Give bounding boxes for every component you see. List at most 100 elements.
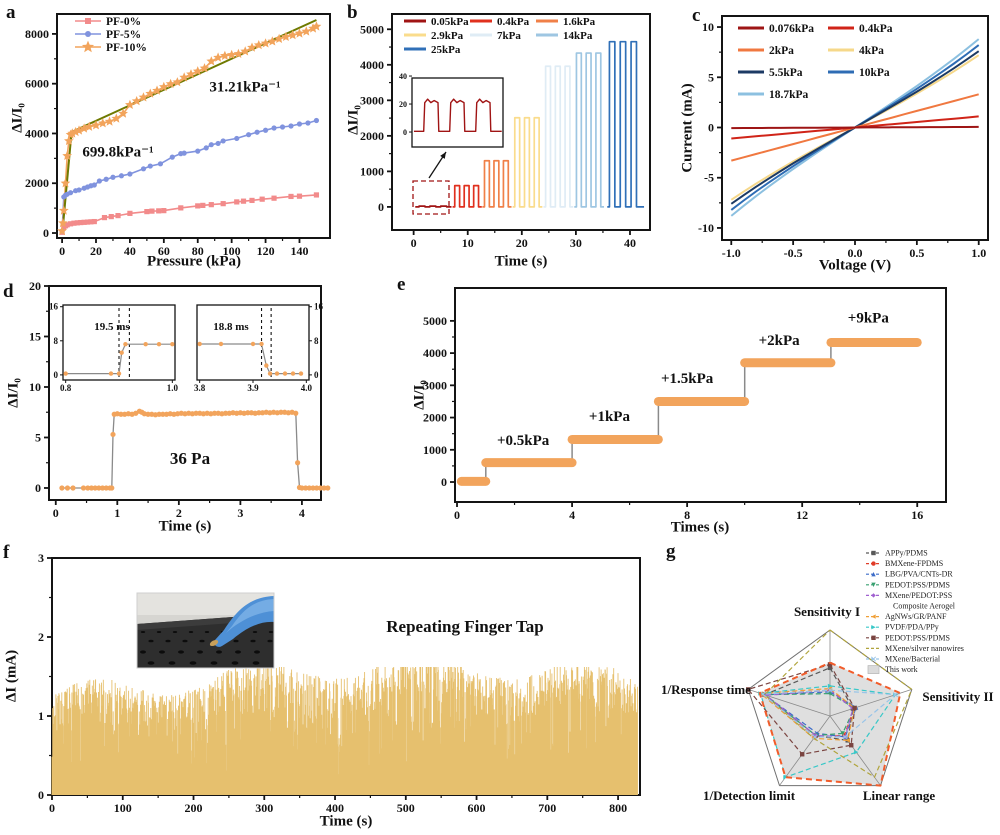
svg-text:0: 0 [708, 120, 714, 134]
svg-text:0: 0 [454, 508, 460, 522]
svg-text:200: 200 [185, 801, 203, 815]
svg-text:8: 8 [54, 336, 59, 346]
panel-d-xlabel: Time (s) [158, 518, 212, 535]
svg-text:0.05kPa: 0.05kPa [431, 16, 469, 28]
svg-text:PVDF/PDA/PPy: PVDF/PDA/PPy [885, 623, 939, 632]
svg-text:AgNWs/GR/PANF: AgNWs/GR/PANF [885, 612, 947, 621]
svg-text:8: 8 [314, 336, 319, 346]
svg-text:0.8: 0.8 [60, 383, 72, 393]
svg-text:3.8: 3.8 [194, 383, 206, 393]
svg-text:18.7kPa: 18.7kPa [769, 89, 809, 101]
svg-text:3000: 3000 [423, 378, 447, 392]
panel-b-ylabel: ΔI/I₀ [345, 105, 362, 135]
panel-d-ylabel: ΔI/I₀ [5, 378, 22, 408]
svg-text:10: 10 [462, 236, 474, 250]
svg-text:0.0: 0.0 [848, 246, 863, 260]
svg-text:80: 80 [192, 244, 204, 258]
svg-text:0: 0 [49, 801, 55, 815]
svg-text:PEDOT:PSS/PDMS: PEDOT:PSS/PDMS [885, 580, 950, 589]
svg-text:700: 700 [538, 801, 556, 815]
svg-text:0: 0 [441, 475, 447, 489]
svg-text:120: 120 [257, 244, 275, 258]
svg-text:0: 0 [378, 200, 384, 214]
svg-text:1000: 1000 [360, 164, 384, 178]
svg-text:100: 100 [223, 244, 241, 258]
svg-text:40: 40 [399, 72, 407, 81]
svg-text:0: 0 [53, 506, 59, 520]
svg-text:PF-0%: PF-0% [106, 16, 141, 28]
panel-f-ylabel: ΔI (mA) [3, 649, 20, 703]
svg-text:4: 4 [569, 508, 575, 522]
svg-text:4: 4 [299, 506, 305, 520]
svg-text:APPy/PDMS: APPy/PDMS [885, 549, 928, 558]
panel-a-xlabel: Pressure (kPa) [146, 253, 242, 270]
svg-text:4000: 4000 [423, 346, 447, 360]
svg-text:MXene/PEDOT:PSS: MXene/PEDOT:PSS [885, 591, 952, 600]
svg-text:8000: 8000 [25, 27, 49, 41]
svg-text:MXene/silver nanowires: MXene/silver nanowires [885, 644, 964, 653]
svg-text:0: 0 [411, 236, 417, 250]
panel-g-letter: g [666, 541, 676, 562]
svg-text:-10: -10 [698, 221, 714, 235]
svg-text:100: 100 [114, 801, 132, 815]
svg-text:5: 5 [35, 430, 41, 444]
svg-text:1.6kPa: 1.6kPa [563, 16, 596, 28]
svg-text:3.9: 3.9 [247, 383, 259, 393]
svg-text:LBG/PVA/CNTs-DR: LBG/PVA/CNTs-DR [885, 570, 953, 579]
svg-text:1: 1 [38, 709, 44, 723]
svg-text:1.0: 1.0 [971, 246, 986, 260]
svg-text:3: 3 [237, 506, 243, 520]
radar-axis-linear-range: Linear range [862, 788, 936, 803]
svg-text:8: 8 [684, 508, 690, 522]
panel-e-letter: e [397, 274, 406, 295]
svg-text:-0.5: -0.5 [784, 246, 803, 260]
svg-text:20: 20 [399, 100, 407, 109]
svg-text:PF-5%: PF-5% [106, 29, 141, 41]
svg-text:0: 0 [43, 226, 49, 240]
svg-text:2: 2 [176, 506, 182, 520]
svg-text:2.9kPa: 2.9kPa [431, 30, 464, 42]
svg-text:40: 40 [624, 236, 636, 250]
svg-text:0.4kPa: 0.4kPa [859, 23, 893, 35]
svg-text:140: 140 [290, 244, 308, 258]
radar-axis-sensitivity-2: Sensitivity II [922, 689, 994, 704]
panel-e-xlabel: Times (s) [670, 519, 730, 536]
svg-text:600: 600 [468, 801, 486, 815]
svg-text:+0.5kPa: +0.5kPa [497, 433, 550, 449]
svg-text:3: 3 [38, 551, 44, 565]
svg-text:0: 0 [38, 788, 44, 802]
svg-text:PF-10%: PF-10% [106, 42, 147, 54]
panel-b-letter: b [347, 2, 358, 23]
svg-text:1.0: 1.0 [167, 383, 179, 393]
svg-text:16: 16 [49, 302, 59, 312]
svg-text:40: 40 [124, 244, 136, 258]
svg-text:5: 5 [708, 70, 714, 84]
svg-text:4kPa: 4kPa [859, 45, 884, 57]
svg-text:+1kPa: +1kPa [589, 409, 631, 425]
svg-text:10: 10 [29, 380, 41, 394]
svg-text:BMXene-FPDMS: BMXene-FPDMS [885, 559, 943, 568]
finger-tap-annotation: Repeating Finger Tap [386, 617, 544, 636]
svg-text:12: 12 [796, 508, 808, 522]
svg-text:15: 15 [29, 329, 41, 343]
svg-text:5000: 5000 [423, 314, 447, 328]
slope-annotation-high: 31.21kPa⁻¹ [209, 79, 281, 96]
svg-text:0.4kPa: 0.4kPa [497, 16, 530, 28]
svg-text:+1.5kPa: +1.5kPa [661, 371, 714, 387]
svg-text:25kPa: 25kPa [431, 44, 461, 56]
svg-text:1: 1 [114, 506, 120, 520]
svg-text:14kPa: 14kPa [563, 30, 593, 42]
panel-f-letter: f [3, 542, 10, 563]
svg-text:5.5kPa: 5.5kPa [769, 67, 803, 79]
radar-axis-detection-limit: 1/Detection limit [702, 788, 796, 803]
svg-text:10: 10 [702, 20, 714, 34]
svg-text:2000: 2000 [360, 129, 384, 143]
svg-text:20: 20 [29, 279, 41, 293]
svg-text:300: 300 [255, 801, 273, 815]
svg-text:7kPa: 7kPa [497, 30, 521, 42]
svg-text:2: 2 [38, 630, 44, 644]
svg-text:2kPa: 2kPa [769, 45, 794, 57]
svg-text:0.5: 0.5 [909, 246, 924, 260]
svg-text:0: 0 [314, 370, 319, 380]
